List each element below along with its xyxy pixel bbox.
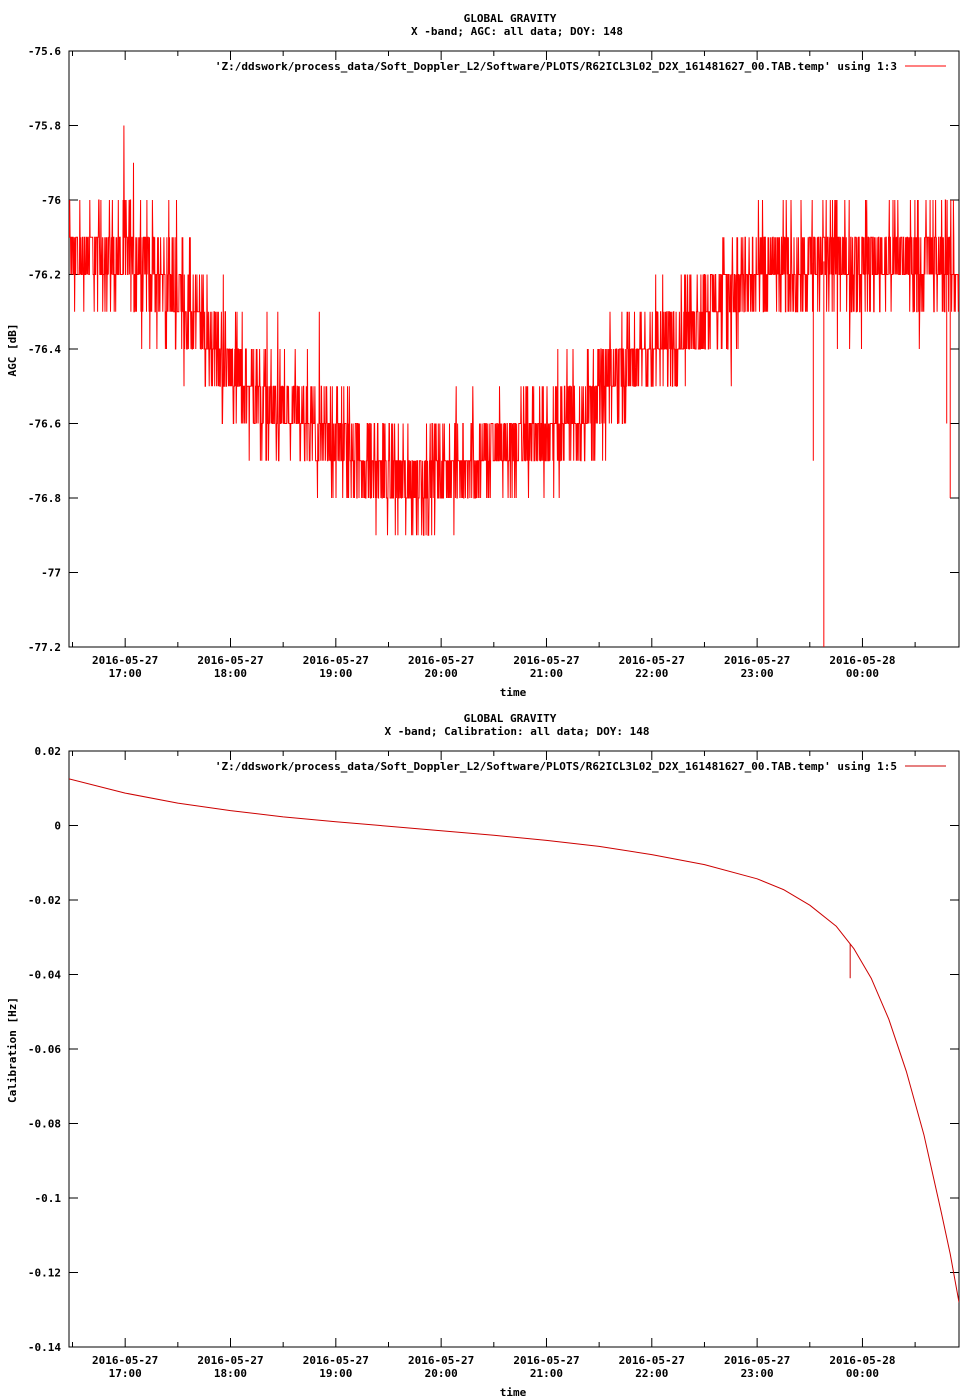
data-series	[69, 125, 959, 647]
x-tick-date: 2016-05-27	[92, 1354, 158, 1367]
y-tick-label: -75.6	[28, 45, 61, 58]
x-tick-date: 2016-05-27	[619, 1354, 685, 1367]
data-series	[69, 778, 959, 1303]
y-tick-label: -76.2	[28, 269, 61, 282]
legend-label: 'Z:/ddswork/process_data/Soft_Doppler_L2…	[215, 760, 897, 773]
x-tick-time: 17:00	[109, 667, 142, 680]
y-tick-label: -76.4	[28, 343, 61, 356]
y-tick-label: -0.12	[28, 1267, 61, 1280]
x-tick-time: 22:00	[635, 1367, 668, 1380]
x-tick-date: 2016-05-27	[303, 1354, 369, 1367]
x-tick-time: 00:00	[846, 667, 879, 680]
x-tick-date: 2016-05-27	[92, 654, 158, 667]
x-tick-time: 00:00	[846, 1367, 879, 1380]
x-tick-date: 2016-05-27	[303, 654, 369, 667]
x-axis-label: time	[500, 686, 527, 699]
x-tick-date: 2016-05-27	[197, 654, 263, 667]
y-ticks: 0.02 0 -0.02 -0.04 -0.06 -0.08 -0.1 -0.12 -0.14	[28, 745, 959, 1354]
y-tick-label: -0.04	[28, 969, 61, 982]
x-tick-time: 21:00	[530, 667, 563, 680]
x-ticks: 2016-05-2717:002016-05-2718:002016-05-27…	[72, 51, 916, 680]
legend-label: 'Z:/ddswork/process_data/Soft_Doppler_L2…	[215, 60, 897, 73]
y-tick-label: -76.6	[28, 418, 61, 431]
x-tick-time: 19:00	[319, 1367, 352, 1380]
y-tick-label: -75.8	[28, 120, 61, 133]
y-tick-label: -0.14	[28, 1341, 61, 1354]
x-tick-time: 23:00	[741, 1367, 774, 1380]
x-tick-date: 2016-05-27	[619, 654, 685, 667]
y-tick-label: 0.02	[35, 745, 62, 758]
y-tick-label: -77	[41, 567, 61, 580]
chart-title: GLOBAL GRAVITY	[464, 712, 557, 725]
plot-frame	[68, 750, 960, 1348]
y-tick-label: -76	[41, 194, 61, 207]
x-tick-date: 2016-05-27	[408, 654, 474, 667]
x-tick-time: 20:00	[425, 1367, 458, 1380]
x-tick-date: 2016-05-27	[724, 1354, 790, 1367]
y-tick-label: -0.06	[28, 1043, 61, 1056]
x-ticks: 2016-05-2717:002016-05-2718:002016-05-27…	[72, 751, 916, 1380]
y-ticks: -75.6 -75.8 -76 -76.2 -76.4 -76.6 -76.8 -77 -77.…	[28, 45, 959, 654]
agc-series-line	[69, 125, 959, 536]
x-tick-time: 21:00	[530, 1367, 563, 1380]
legend: 'Z:/ddswork/process_data/Soft_Doppler_L2…	[215, 760, 946, 773]
legend: 'Z:/ddswork/process_data/Soft_Doppler_L2…	[215, 60, 946, 73]
y-tick-label: -76.8	[28, 492, 61, 505]
x-tick-time: 18:00	[214, 1367, 247, 1380]
x-axis-label: time	[500, 1386, 527, 1399]
x-tick-date: 2016-05-27	[408, 1354, 474, 1367]
y-axis-label: AGC [dB]	[6, 324, 19, 377]
x-tick-time: 19:00	[319, 667, 352, 680]
y-tick-label: 0	[54, 820, 61, 833]
y-tick-label: -0.08	[28, 1118, 61, 1131]
chart-title: GLOBAL GRAVITY	[464, 12, 557, 25]
y-tick-label: -0.02	[28, 894, 61, 907]
y-tick-label: -0.1	[35, 1192, 62, 1205]
chart-calibration: GLOBAL GRAVITY X -band; Calibration: all…	[6, 712, 960, 1399]
x-tick-time: 17:00	[109, 1367, 142, 1380]
x-tick-time: 18:00	[214, 667, 247, 680]
y-tick-label: -77.2	[28, 641, 61, 654]
calibration-series-line	[69, 778, 959, 1303]
x-tick-date: 2016-05-27	[724, 654, 790, 667]
x-tick-date: 2016-05-28	[829, 654, 895, 667]
chart-subtitle: X -band; Calibration: all data; DOY: 148	[385, 725, 650, 738]
x-tick-date: 2016-05-27	[513, 654, 579, 667]
x-tick-date: 2016-05-27	[197, 1354, 263, 1367]
y-axis-label: Calibration [Hz]	[6, 997, 19, 1103]
x-tick-time: 20:00	[425, 667, 458, 680]
x-tick-date: 2016-05-27	[513, 1354, 579, 1367]
x-tick-time: 23:00	[741, 667, 774, 680]
chart-subtitle: X -band; AGC: all data; DOY: 148	[411, 25, 623, 38]
x-tick-date: 2016-05-28	[829, 1354, 895, 1367]
chart-agc: GLOBAL GRAVITY X -band; AGC: all data; D…	[6, 12, 960, 699]
x-tick-time: 22:00	[635, 667, 668, 680]
